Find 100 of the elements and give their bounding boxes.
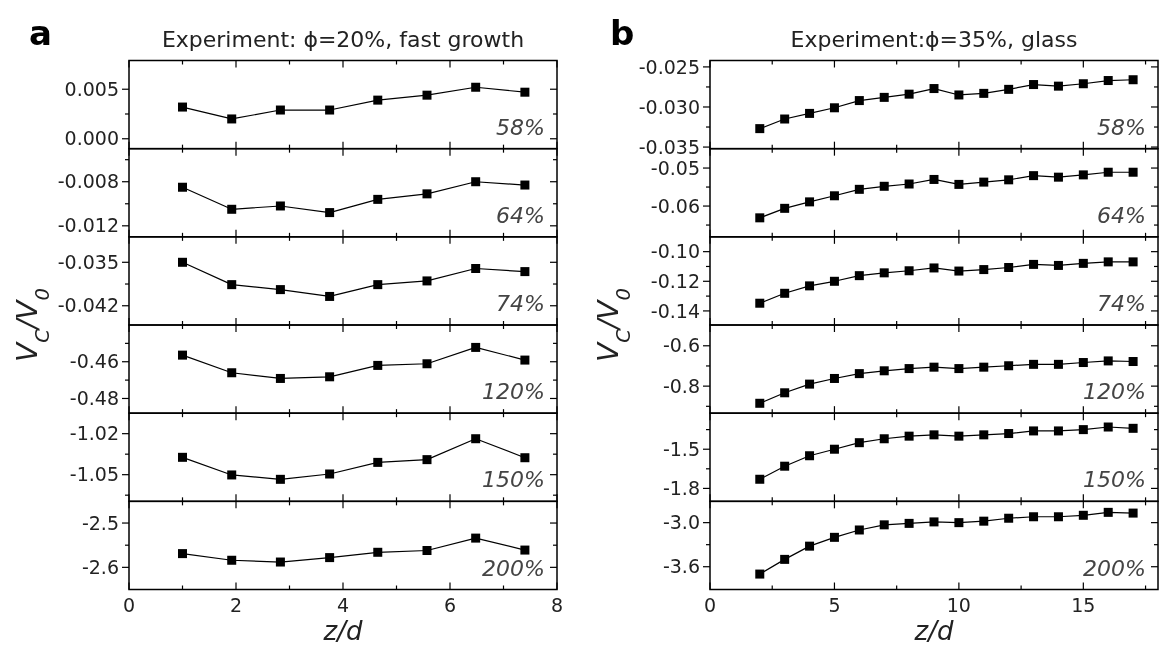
point — [954, 266, 964, 276]
point — [1053, 172, 1063, 182]
point — [471, 82, 481, 92]
point — [954, 431, 964, 441]
point — [979, 265, 989, 275]
y-tick-label: -0.035 — [57, 250, 119, 273]
point — [1004, 263, 1014, 273]
point — [780, 461, 790, 471]
point — [1078, 425, 1088, 435]
point — [1053, 512, 1063, 522]
point — [755, 298, 765, 308]
point — [1103, 356, 1113, 366]
annotation: 58% — [1097, 114, 1146, 140]
point — [325, 105, 335, 115]
point — [373, 194, 383, 204]
y-tick-label: 0.000 — [64, 127, 119, 150]
point — [471, 434, 481, 444]
point — [520, 545, 530, 555]
point — [373, 280, 383, 290]
point — [829, 276, 839, 286]
text: b — [610, 12, 635, 53]
point — [1029, 512, 1039, 522]
point — [275, 105, 285, 115]
point — [805, 541, 815, 551]
point — [829, 444, 839, 454]
point — [929, 430, 939, 440]
point — [1128, 508, 1138, 518]
point — [275, 373, 285, 383]
point — [854, 96, 864, 106]
point — [178, 182, 187, 192]
point — [1103, 257, 1113, 267]
point — [780, 554, 790, 564]
point — [829, 103, 839, 113]
point — [520, 355, 530, 365]
point — [979, 516, 989, 526]
point — [805, 379, 815, 389]
point — [422, 359, 432, 369]
point — [755, 474, 765, 484]
point — [755, 569, 765, 579]
point — [879, 434, 889, 444]
point — [471, 264, 481, 273]
point — [1029, 359, 1039, 369]
point — [904, 179, 914, 189]
point — [1128, 357, 1138, 367]
point — [954, 179, 964, 189]
point — [1078, 358, 1088, 368]
point — [854, 184, 864, 194]
point — [904, 518, 914, 528]
y-tick-label: -0.025 — [638, 55, 700, 78]
point — [520, 87, 530, 97]
y-tick-label: -0.14 — [650, 299, 700, 322]
point — [325, 372, 335, 382]
annotation: 64% — [496, 202, 545, 228]
point — [1029, 426, 1039, 436]
point — [325, 553, 335, 563]
point — [1004, 175, 1014, 185]
annotation: 58% — [496, 114, 545, 140]
x-axis-title: z/d — [322, 615, 363, 645]
x-tick-label: 10 — [946, 593, 971, 616]
point — [780, 288, 790, 298]
point — [755, 398, 765, 408]
x-tick-label: 0 — [703, 593, 717, 616]
point — [520, 453, 530, 463]
point — [904, 89, 914, 99]
point — [780, 388, 790, 398]
point — [471, 533, 481, 543]
y-tick-label: -0.06 — [650, 194, 700, 217]
point — [1103, 422, 1113, 432]
point — [879, 181, 889, 191]
point — [325, 208, 335, 218]
point — [879, 520, 889, 530]
y-tick-label: -0.12 — [650, 269, 700, 292]
point — [904, 364, 914, 374]
point — [829, 373, 839, 383]
y-tick-label: -0.48 — [69, 387, 119, 410]
y-tick-label: -0.10 — [650, 240, 700, 263]
annotation: 200% — [1083, 555, 1146, 581]
point — [1004, 84, 1014, 94]
point — [879, 366, 889, 376]
point — [805, 108, 815, 118]
point — [1029, 171, 1039, 181]
point — [879, 92, 889, 102]
point — [471, 342, 481, 352]
x-tick-label: 4 — [336, 593, 350, 616]
y-tick-label: -0.46 — [69, 350, 119, 373]
point — [227, 114, 237, 124]
point — [954, 518, 964, 528]
point — [373, 360, 383, 370]
point — [979, 177, 989, 187]
point — [275, 474, 285, 484]
point — [805, 281, 815, 291]
point — [879, 268, 889, 278]
point — [227, 470, 237, 480]
point — [227, 280, 237, 290]
y-tick-label: -3.6 — [662, 555, 700, 578]
point — [178, 549, 187, 559]
point — [929, 362, 939, 372]
point — [1078, 170, 1088, 180]
point — [227, 555, 237, 565]
x-tick-label: 6 — [443, 593, 457, 616]
